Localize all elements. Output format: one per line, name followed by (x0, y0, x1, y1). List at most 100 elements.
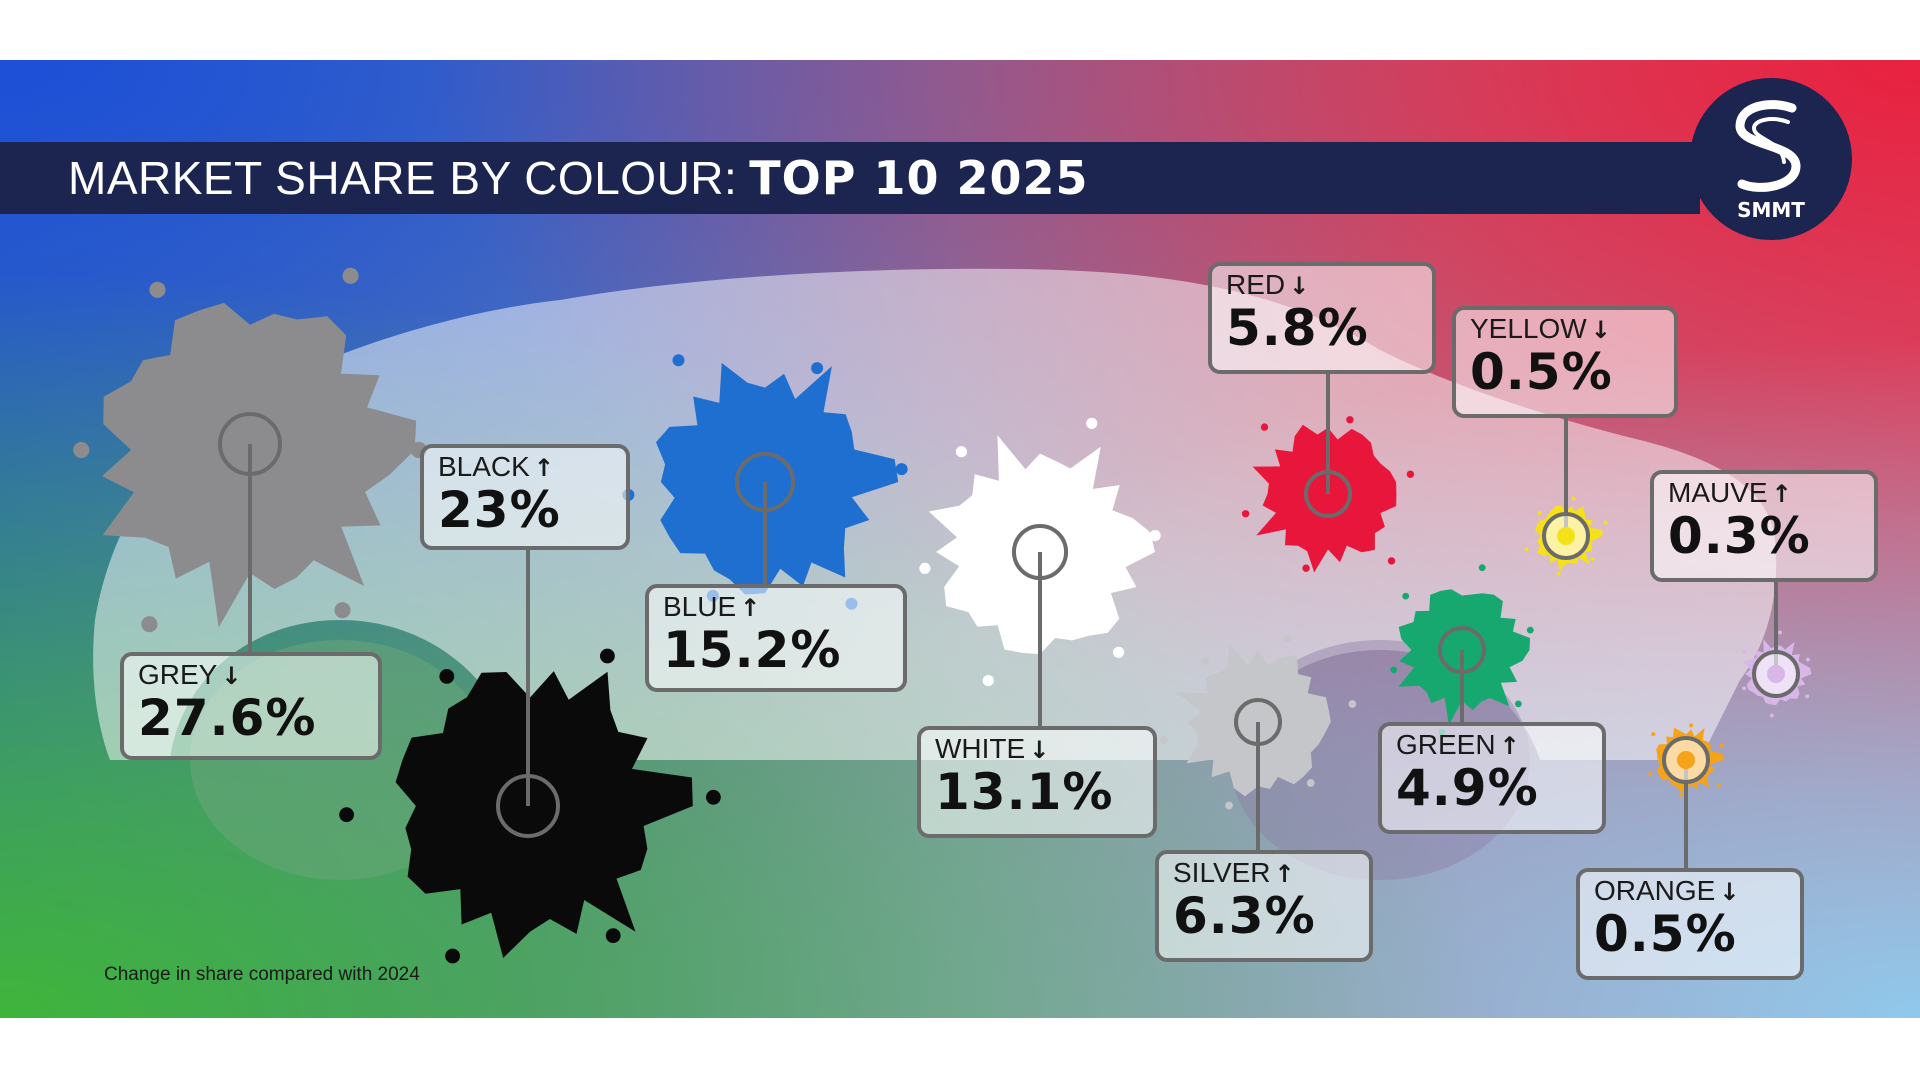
splat-red (1241, 416, 1415, 573)
splat-droplet-yellow (1571, 496, 1576, 501)
splat-droplet-silver (1201, 657, 1210, 665)
page-title: MARKET SHARE BY COLOUR: TOP 10 2025 (68, 152, 1089, 204)
label-value-mauve: 0.3% (1668, 507, 1811, 565)
logo-text: SMMT (1737, 198, 1805, 222)
label-name-row-mauve: MAUVE ↑ (1668, 478, 1860, 509)
title-emphasis: TOP 10 2025 (749, 151, 1089, 205)
splat-droplet-silver (1306, 779, 1315, 787)
splat-body-white (928, 435, 1155, 655)
splat-droplet-mauve (1805, 657, 1810, 662)
label-value-blue: 15.2% (663, 621, 842, 679)
splat-droplet-red (1260, 423, 1269, 431)
splat-black (339, 648, 721, 964)
label-name-row-yellow: YELLOW ↓ (1470, 314, 1660, 345)
splat-droplet-white (1149, 530, 1161, 542)
arrow-down-icon: ↓ (221, 662, 242, 690)
splat-droplet-mauve (1742, 649, 1747, 654)
splat-droplet-blue (672, 354, 685, 367)
label-value-grey: 27.6% (138, 689, 317, 747)
splat-droplet-grey (334, 602, 351, 619)
splat-droplet-orange (1716, 783, 1721, 788)
label-orange: ORANGE ↓ 0.5% (1576, 868, 1804, 980)
infographic-canvas: MARKET SHARE BY COLOUR: TOP 10 2025 SMMT … (0, 60, 1920, 1018)
smmt-logo: SMMT (1690, 78, 1852, 240)
splat-droplet-grey (149, 281, 166, 298)
splat-droplet-silver (1348, 700, 1357, 708)
arrow-down-icon: ↓ (1289, 272, 1310, 300)
label-white: WHITE ↓ 13.1% (917, 726, 1157, 838)
label-name-grey: GREY (138, 659, 218, 690)
label-grey: GREY ↓ 27.6% (120, 652, 382, 760)
splat-body-green (1398, 589, 1531, 726)
title-prefix: MARKET SHARE BY COLOUR: (68, 152, 738, 204)
splat-droplet-orange (1648, 772, 1653, 777)
label-value-yellow: 0.5% (1470, 343, 1613, 401)
splat-body-red (1252, 424, 1397, 573)
marker-ring-black (496, 774, 560, 838)
splat-droplet-black (339, 807, 354, 823)
label-name-black: BLACK (438, 451, 530, 482)
splat-droplet-black (706, 789, 721, 805)
label-blue: BLUE ↑ 15.2% (645, 584, 907, 692)
splat-droplet-black (600, 648, 615, 664)
label-value-silver: 6.3% (1173, 887, 1316, 945)
splat-droplet-green (1478, 564, 1486, 572)
label-mauve: MAUVE ↑ 0.3% (1650, 470, 1878, 582)
arrow-up-icon: ↑ (740, 594, 761, 622)
splat-droplet-silver (1283, 634, 1291, 643)
splat-droplet-orange (1651, 732, 1656, 737)
label-name-yellow: YELLOW (1470, 313, 1587, 344)
splat-silver (1159, 634, 1357, 810)
label-name-mauve: MAUVE (1668, 477, 1768, 508)
splat-body-grey (102, 302, 417, 628)
label-green: GREEN ↑ 4.9% (1378, 722, 1606, 834)
splat-droplet-grey (141, 616, 158, 633)
label-name-white: WHITE (935, 733, 1026, 764)
label-value-green: 4.9% (1396, 759, 1539, 817)
splat-droplet-green (1390, 666, 1398, 674)
label-name-row-black: BLACK ↑ (438, 452, 612, 483)
splat-body-blue (656, 362, 899, 595)
splat-droplet-mauve (1778, 630, 1783, 635)
splat-droplet-red (1387, 557, 1396, 565)
arrow-up-icon: ↑ (1274, 860, 1295, 888)
marker-ring-green (1438, 626, 1486, 674)
label-name-silver: SILVER (1173, 857, 1271, 888)
colour-share-chart (73, 267, 1812, 964)
footnote: Change in share compared with 2024 (104, 964, 420, 985)
marker-dot-orange (1677, 751, 1695, 769)
splat-white (919, 417, 1161, 687)
label-name-red: RED (1226, 269, 1286, 300)
marker-ring-blue (734, 451, 796, 513)
splat-droplet-green (1526, 626, 1534, 634)
splat-droplet-orange (1678, 792, 1683, 797)
label-value-black: 23% (438, 481, 561, 539)
splat-droplet-black (439, 669, 455, 684)
arrow-down-icon: ↓ (1029, 736, 1050, 764)
splat-droplet-orange (1689, 723, 1694, 728)
label-value-white: 13.1% (935, 763, 1114, 821)
label-value-red: 5.8% (1226, 299, 1369, 357)
label-name-row-grey: GREY ↓ (138, 660, 364, 691)
marker-dot-mauve (1767, 665, 1785, 683)
label-name-row-silver: SILVER ↑ (1173, 858, 1355, 889)
splat-droplet-red (1302, 564, 1310, 572)
splat-droplet-red (1406, 470, 1415, 478)
arrow-down-icon: ↓ (1719, 878, 1740, 906)
splat-grey (73, 267, 427, 633)
splat-droplet-white (919, 562, 931, 574)
marker-ring-silver (1234, 698, 1282, 746)
splat-droplet-white (982, 675, 994, 687)
arrow-up-icon: ↑ (1771, 480, 1792, 508)
arrow-down-icon: ↓ (1590, 316, 1611, 344)
splat-droplet-grey (73, 441, 90, 459)
label-black: BLACK ↑ 23% (420, 444, 630, 550)
splat-droplet-silver (1159, 736, 1168, 744)
splat-droplet-grey (342, 267, 359, 284)
label-name-blue: BLUE (663, 591, 737, 622)
splat-droplet-yellow (1603, 520, 1608, 525)
splat-droplet-yellow (1590, 557, 1595, 561)
splat-droplet-red (1241, 510, 1250, 518)
label-name-row-orange: ORANGE ↓ (1594, 876, 1786, 907)
label-name-row-blue: BLUE ↑ (663, 592, 889, 623)
